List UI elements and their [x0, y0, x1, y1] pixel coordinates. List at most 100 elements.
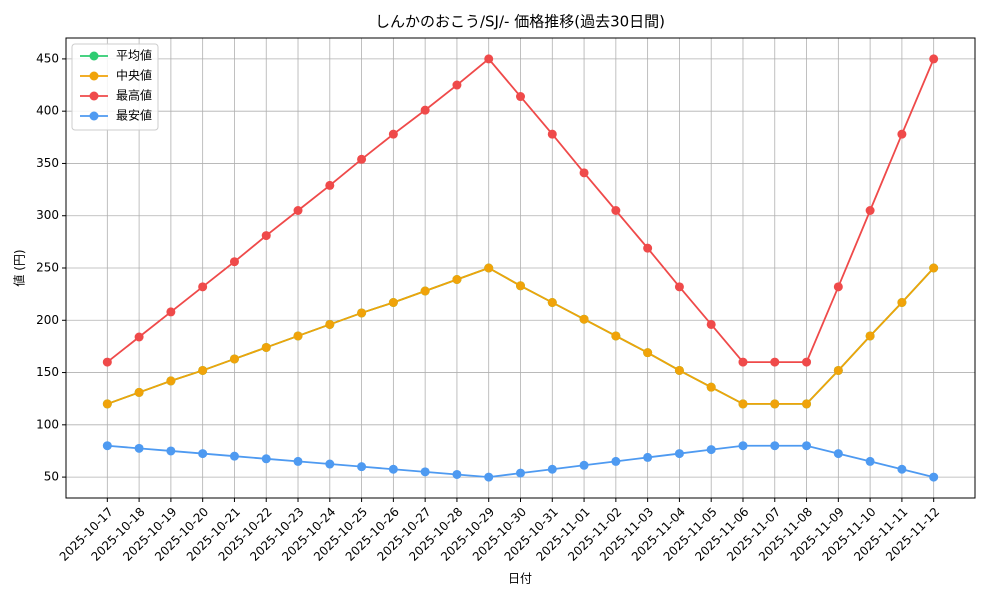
point: [134, 332, 144, 342]
point: [420, 286, 430, 296]
point: [865, 456, 875, 466]
point: [293, 331, 303, 341]
point: [833, 365, 843, 375]
point: [706, 319, 716, 329]
point: [229, 257, 239, 267]
point: [325, 180, 335, 190]
point: [388, 464, 398, 474]
point: [897, 298, 907, 307]
legend-label: 最高値: [116, 88, 152, 103]
point: [547, 129, 557, 139]
point: [770, 399, 780, 409]
point: [579, 168, 589, 178]
point: [229, 354, 239, 364]
y-tick-label: 100: [36, 417, 59, 431]
point: [738, 441, 748, 451]
point: [452, 469, 462, 479]
point: [643, 348, 653, 358]
point: [770, 441, 780, 451]
point: [261, 342, 271, 352]
y-tick-label: 250: [36, 261, 59, 275]
legend-swatch: [89, 51, 99, 61]
point: [293, 456, 303, 466]
y-tick-label: 400: [36, 104, 59, 118]
point: [516, 281, 525, 291]
point: [198, 365, 208, 375]
point: [611, 331, 621, 341]
point: [166, 307, 176, 317]
point: [802, 357, 812, 367]
point: [579, 460, 589, 470]
point: [865, 206, 875, 215]
point: [674, 449, 684, 459]
point: [261, 231, 271, 241]
point: [198, 449, 208, 459]
y-tick-label: 450: [36, 51, 59, 65]
point: [802, 399, 812, 409]
y-axis-label: 値 (円): [12, 249, 27, 286]
point: [357, 154, 367, 164]
point: [388, 129, 398, 139]
point: [579, 314, 589, 324]
point: [325, 319, 335, 329]
point: [325, 459, 335, 469]
point: [929, 263, 939, 273]
point: [166, 376, 176, 386]
legend-label: 平均値: [116, 48, 152, 63]
point: [420, 467, 430, 477]
legend-swatch: [89, 71, 99, 81]
point: [357, 308, 367, 318]
point: [770, 357, 780, 367]
legend-swatch: [89, 91, 99, 101]
point: [166, 446, 176, 456]
point: [611, 206, 621, 215]
legend-swatch: [89, 111, 99, 121]
point: [484, 472, 494, 482]
y-tick-label: 50: [44, 470, 59, 484]
y-tick-label: 200: [36, 313, 59, 327]
point: [516, 92, 525, 102]
point: [293, 206, 303, 215]
chart-title: しんかのおこう/SJ/- 価格推移(過去30日間): [375, 13, 665, 31]
point: [102, 399, 112, 409]
point: [198, 282, 208, 292]
x-axis-label: 日付: [508, 572, 532, 586]
point: [738, 357, 748, 367]
point: [802, 441, 812, 451]
point: [706, 382, 716, 392]
point: [674, 365, 684, 375]
point: [611, 456, 621, 466]
point: [357, 462, 367, 472]
point: [261, 454, 271, 464]
point: [484, 54, 494, 64]
point: [643, 243, 653, 253]
point: [643, 452, 653, 462]
point: [929, 472, 939, 482]
point: [706, 445, 716, 455]
legend-label: 中央値: [116, 68, 152, 83]
point: [484, 263, 494, 273]
point: [865, 331, 875, 341]
y-tick-label: 350: [36, 156, 59, 170]
y-tick-label: 300: [36, 208, 59, 222]
point: [388, 298, 398, 307]
point: [833, 282, 843, 292]
y-tick-label: 150: [36, 365, 59, 379]
plot-frame: [65, 37, 976, 499]
point: [897, 129, 907, 139]
point: [897, 464, 907, 474]
point: [102, 441, 112, 451]
legend-label: 最安値: [116, 108, 152, 123]
point: [452, 80, 462, 90]
legend-box: [71, 43, 159, 131]
point: [229, 451, 239, 461]
point: [516, 468, 525, 478]
point: [452, 275, 462, 284]
point: [547, 464, 557, 474]
point: [674, 282, 684, 292]
point: [738, 399, 748, 409]
point: [929, 54, 939, 64]
point: [102, 357, 112, 367]
point: [134, 443, 144, 453]
